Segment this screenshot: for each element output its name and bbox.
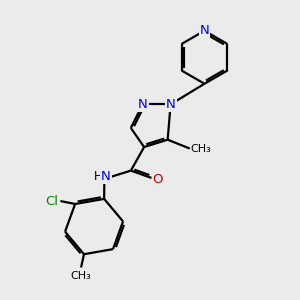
Text: CH₃: CH₃ xyxy=(190,143,211,154)
Text: H: H xyxy=(94,170,102,183)
Text: CH₃: CH₃ xyxy=(71,271,92,281)
Text: N: N xyxy=(166,98,176,111)
Text: N: N xyxy=(200,24,209,37)
Text: O: O xyxy=(153,173,163,186)
Text: N: N xyxy=(138,98,148,111)
Text: N: N xyxy=(101,170,111,183)
Text: Cl: Cl xyxy=(45,195,58,208)
